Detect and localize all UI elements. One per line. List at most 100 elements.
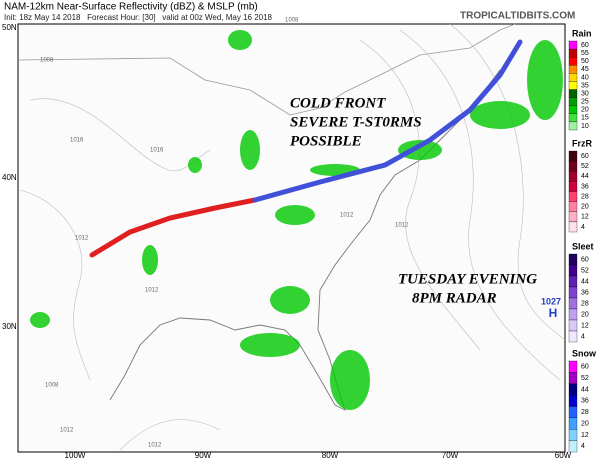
legend-tick-label: 12 xyxy=(581,214,589,221)
legend-tick-label: 20 xyxy=(581,311,589,318)
longitude-label: 100W xyxy=(65,451,86,460)
annotation: POSSIBLE xyxy=(290,133,362,149)
annotation: COLD FRONT xyxy=(290,95,386,111)
legend-tick-label: 28 xyxy=(581,193,589,200)
annotation: 8PM RADAR xyxy=(412,290,497,306)
isobar-label: 1012 xyxy=(340,213,354,219)
legend-swatch xyxy=(568,65,578,74)
legend-tick-label: 52 xyxy=(581,375,589,382)
legend-swatch xyxy=(568,308,578,321)
legend-swatch xyxy=(568,121,578,131)
latitude-label: 50N xyxy=(2,23,17,32)
legend-title: Rain xyxy=(572,28,592,38)
legend-tick-label: 60 xyxy=(581,364,589,371)
legend-swatch xyxy=(568,330,578,343)
legend-tick-label: 4 xyxy=(581,224,585,231)
legend-swatch xyxy=(568,253,578,266)
legend-swatch xyxy=(568,372,578,384)
isobar-label: 1008 xyxy=(285,18,299,24)
legend-swatch xyxy=(568,113,578,123)
annotation: SEVERE T-ST0RMS xyxy=(290,114,422,130)
legend-tick-label: 20 xyxy=(581,107,589,114)
legend-tick-label: 15 xyxy=(581,115,589,122)
legend-swatch xyxy=(568,319,578,332)
map-area: COLD FRONT SEVERE T-ST0RMS POSSIBLE TUES… xyxy=(17,23,566,453)
legend-swatch xyxy=(568,181,578,192)
legend-tick-label: 20 xyxy=(581,420,589,427)
legend-swatch xyxy=(568,440,578,453)
site-name: TROPICALTIDBITS.COM xyxy=(460,11,575,22)
latitude-label: 40N xyxy=(2,173,17,182)
longitude-label: 80W xyxy=(322,451,339,460)
longitude-label: 90W xyxy=(195,451,212,460)
legend-swatch xyxy=(568,429,578,441)
legend-tick-label: 25 xyxy=(581,99,589,106)
isobar-label: 1012 xyxy=(75,236,89,242)
isobar-label: 1012 xyxy=(145,288,159,294)
cold-front-west xyxy=(89,197,258,258)
legend-swatch xyxy=(568,105,578,114)
legend-tick-label: 12 xyxy=(581,432,589,439)
legend-tick-label: 52 xyxy=(581,267,589,274)
legend-swatch xyxy=(568,171,578,182)
legend-swatch xyxy=(568,406,578,419)
isobar-label: 1012 xyxy=(148,443,162,449)
legend-tick-label: 28 xyxy=(581,409,589,416)
legend-tick-label: 28 xyxy=(581,300,589,307)
legend-title: Sleet xyxy=(572,241,594,251)
legend-tick-label: 20 xyxy=(581,204,589,211)
legend-tick-label: 60 xyxy=(581,153,589,160)
isobar-label: 1016 xyxy=(150,148,164,154)
longitude-label: 70W xyxy=(442,451,459,460)
legend-tick-label: 45 xyxy=(581,66,589,73)
map-frame xyxy=(17,23,566,453)
legend-tick-label: 35 xyxy=(581,82,589,89)
legend-tick-label: 44 xyxy=(581,386,589,393)
legend-tick-label: 30 xyxy=(581,90,589,97)
legend-swatch xyxy=(568,201,578,212)
legend-swatch xyxy=(568,221,578,233)
high-pressure-label: H xyxy=(549,306,558,320)
legend-swatch xyxy=(568,286,578,299)
legend-swatch xyxy=(568,360,578,373)
legend-tick-label: 12 xyxy=(581,322,589,329)
legend-tick-label: 10 xyxy=(581,123,589,130)
legend-swatch xyxy=(568,40,578,50)
legend-tick-label: 44 xyxy=(581,278,589,285)
legend-swatch xyxy=(568,211,578,223)
legend-swatch xyxy=(568,81,578,90)
legend-swatch xyxy=(568,275,578,288)
legend-swatch xyxy=(568,97,578,106)
isobar-label: 1012 xyxy=(60,428,74,434)
legend-tick-label: 40 xyxy=(581,74,589,81)
longitude-label: 60W xyxy=(555,451,572,460)
map-title: NAM-12km Near-Surface Reflectivity (dBZ)… xyxy=(4,2,258,13)
isobar-label: 1008 xyxy=(40,58,54,64)
legend-tick-label: 4 xyxy=(581,443,585,450)
latitude-label: 30N xyxy=(2,322,17,331)
legend-tick-label: 36 xyxy=(581,183,589,190)
isobar-label: 1012 xyxy=(395,223,409,229)
legend-swatch xyxy=(568,297,578,310)
legend-tick-label: 36 xyxy=(581,398,589,405)
legend-swatch xyxy=(568,383,578,396)
legend-swatch xyxy=(568,191,578,202)
legend-tick-label: 50 xyxy=(581,58,589,65)
map-subtitle: Init: 18z May 14 2018 Forecast Hour: [30… xyxy=(4,13,273,22)
legend-swatch xyxy=(568,73,578,82)
legend-swatch xyxy=(568,48,578,58)
border xyxy=(17,23,516,116)
legend-tick-label: 36 xyxy=(581,289,589,296)
high-pressure-value: 1027 xyxy=(541,296,561,306)
legend-swatch xyxy=(568,160,578,172)
legend-tick-label: 4 xyxy=(581,333,585,340)
cold-front-east xyxy=(252,39,523,203)
legend-swatch xyxy=(568,57,578,66)
isobar-label: 1016 xyxy=(70,138,84,144)
legend-swatch xyxy=(568,150,578,162)
legend-tick-label: 52 xyxy=(581,163,589,170)
legend-tick-label: 60 xyxy=(581,42,589,49)
legend-tick-label: 44 xyxy=(581,173,589,180)
legend-title: Snow xyxy=(572,348,597,358)
legend-swatch xyxy=(568,89,578,98)
